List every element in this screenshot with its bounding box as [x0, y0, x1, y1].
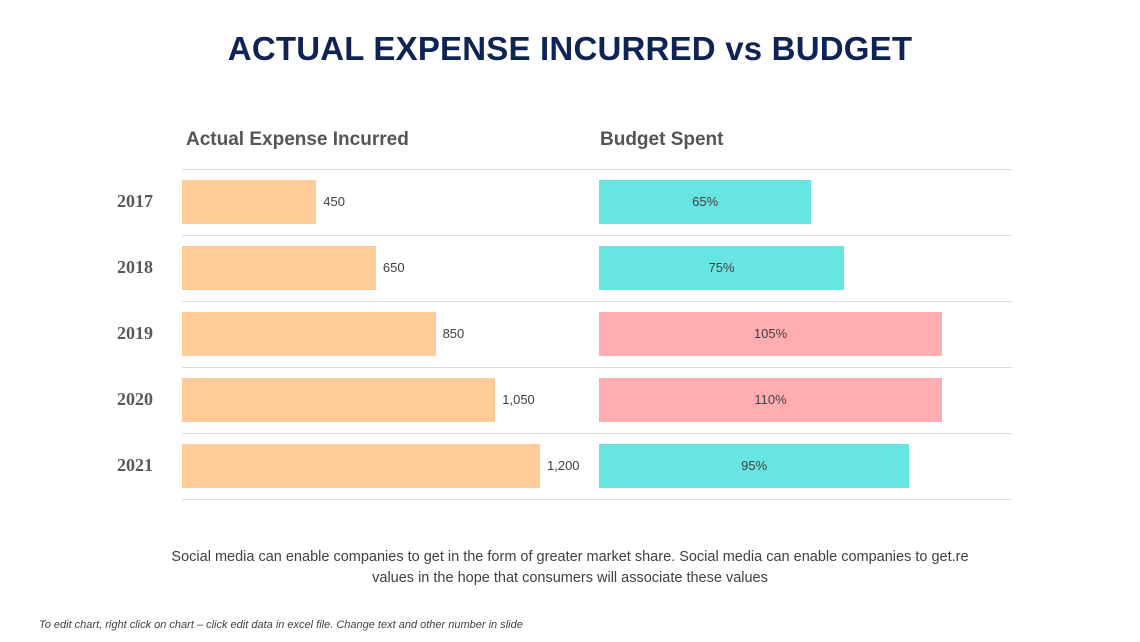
budget-spent-bar	[599, 180, 812, 224]
row-separator	[182, 433, 1012, 434]
budget-spent-value: 95%	[741, 458, 768, 473]
year-label: 2019	[117, 323, 153, 343]
budget-spent-bar	[599, 378, 942, 422]
actual-expense-value: 1,050	[502, 392, 535, 407]
actual-expense-bar	[182, 378, 496, 422]
chart-title: ACTUAL EXPENSE INCURRED vs BUDGET	[227, 30, 913, 67]
budget-spent-value: 105%	[753, 326, 788, 341]
budget-spent-bar	[599, 312, 942, 356]
row-separator	[182, 169, 1012, 170]
budget-spent-bar	[599, 246, 844, 290]
actual-expense-header: Actual Expense Incurred	[186, 129, 409, 150]
row-separator	[182, 499, 1012, 500]
budget-spent-value: 110%	[754, 392, 787, 407]
actual-expense-bar	[182, 246, 376, 290]
actual-expense-value: 850	[442, 326, 465, 341]
year-label: 2021	[117, 455, 153, 475]
budget-spent-bar	[599, 444, 910, 488]
actual-expense-value: 1,200	[547, 458, 580, 473]
year-label: 2020	[117, 389, 153, 409]
year-label: 2017	[117, 191, 153, 211]
row-separator	[182, 367, 1012, 368]
caption-text: Social media can enable companies to get…	[171, 549, 969, 586]
row-separator	[182, 301, 1012, 302]
budget-spent-value: 75%	[708, 260, 735, 275]
footnote-text: To edit chart, right click on chart – cl…	[39, 619, 523, 631]
row-separator	[182, 235, 1012, 236]
actual-expense-value: 650	[382, 260, 405, 275]
actual-expense-bar	[182, 444, 540, 488]
budget-spent-header: Budget Spent	[600, 129, 724, 150]
actual-expense-bar	[182, 312, 436, 356]
year-label: 2018	[117, 257, 153, 277]
actual-expense-value: 450	[323, 194, 345, 209]
actual-expense-bar	[182, 180, 317, 224]
budget-spent-value: 65%	[692, 194, 719, 209]
